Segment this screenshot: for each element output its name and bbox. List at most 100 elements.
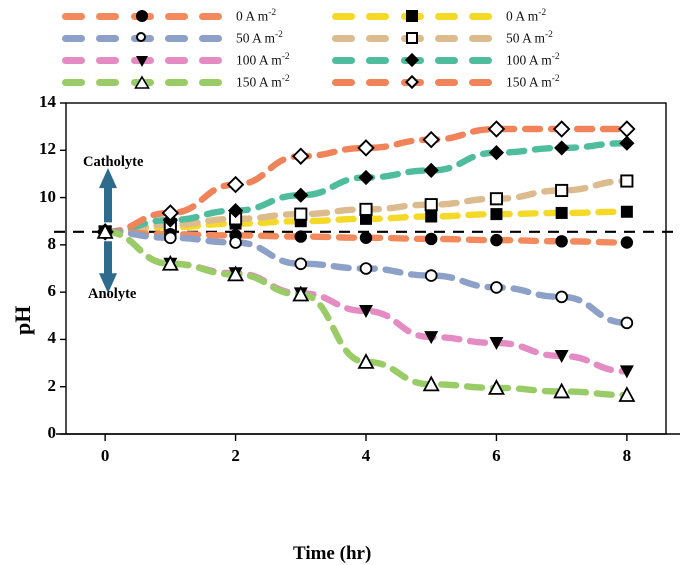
data-point-marker [487,120,506,138]
legend-marker-diamond-filled-icon [404,52,420,68]
data-point-marker [618,120,636,138]
anolyte-arrow-head-icon [99,273,117,294]
legend-item: 0 A m-2 [62,6,290,26]
data-point-marker [552,120,571,138]
data-point-marker [294,257,308,271]
legend-item: 150 A m-2 [62,72,290,92]
data-point-marker [490,281,503,294]
y-tick-label: 6 [47,281,57,301]
data-point-marker [423,162,439,178]
data-point-marker [555,290,568,304]
data-point-marker [359,202,373,216]
data-point-marker [292,285,310,302]
data-point-marker [294,207,308,221]
legend-swatch [62,8,222,24]
series-line [101,228,631,399]
data-point-marker [359,262,373,275]
data-point-marker [229,236,242,249]
legend-item: 100 A m-2 [62,50,290,70]
data-point-marker [424,331,439,345]
data-point-marker [164,231,177,245]
data-point-marker [227,265,245,282]
data-point-marker [620,174,634,188]
data-point-marker [294,230,307,243]
y-tick-label: 12 [39,139,56,159]
data-point-marker [425,210,438,223]
legend-column-anolyte: 0 A m-2 50 A m-2 100 A m-2 150 A m-2 [62,6,290,94]
data-point-marker [619,365,634,379]
data-point-marker [358,169,374,186]
legend-marker-square-filled-icon [404,8,420,24]
data-point-marker [618,386,636,402]
x-tick-label: 8 [622,446,632,465]
legend-swatch [332,52,492,68]
series-line [101,228,631,375]
legend-label: 0 A m-2 [236,7,277,24]
data-point-marker [553,382,571,399]
legend-label: 50 A m-2 [236,29,283,46]
x-tick-label: 0 [100,446,110,465]
data-point-marker [555,206,568,219]
x-tick-label: 6 [492,446,501,465]
x-tick-label: 2 [231,446,240,465]
data-point-marker [357,352,375,369]
legend-swatch [332,74,492,90]
data-point-marker [489,192,503,206]
data-point-marker [293,187,309,203]
data-point-marker [292,147,310,165]
legend-label: 0 A m-2 [506,7,547,24]
y-tick-label: 14 [39,92,56,111]
data-point-marker [424,198,438,212]
data-point-marker [620,236,634,249]
data-point-marker [425,232,438,246]
legend-swatch [62,52,222,68]
legend-label: 150 A m-2 [506,73,560,90]
catholyte-arrow-head-icon [99,168,117,189]
legend-swatch [332,30,492,46]
data-point-marker [487,378,505,395]
data-point-marker [619,135,635,151]
legend-item: 100 A m-2 [332,50,560,70]
data-point-marker [161,204,180,222]
x-tick-label: 4 [361,446,371,465]
data-point-marker [488,145,505,161]
legend-item: 50 A m-2 [62,28,290,48]
data-point-marker [554,349,569,363]
data-point-marker [554,140,570,156]
legend-swatch [62,74,222,90]
data-point-marker [96,222,114,239]
legend-swatch [332,8,492,24]
data-point-marker [422,375,440,392]
x-axis-label: Time (hr) [293,543,372,564]
legend-marker-circle-open-icon [134,30,150,46]
legend-label: 150 A m-2 [236,73,290,90]
y-tick-label: 0 [47,423,57,442]
legend-column-catholyte: 0 A m-2 50 A m-2 100 A m-2 150 A m-2 [332,6,560,94]
data-point-marker [555,235,568,248]
chart-legend: 0 A m-2 50 A m-2 100 A m-2 150 A m-2 0 A m-… [0,0,695,92]
data-point-marker [555,183,569,198]
data-point-marker [422,130,440,149]
data-point-marker [490,233,503,247]
legend-marker-diamond-open-icon [404,74,420,90]
legend-item: 0 A m-2 [332,6,560,26]
y-tick-label: 2 [47,375,57,395]
data-point-marker [620,205,633,218]
y-tick-label: 4 [47,328,57,348]
data-point-marker [620,316,634,330]
y-tick-label: 10 [39,186,56,206]
data-point-marker [161,254,179,271]
legend-label: 100 A m-2 [236,51,290,68]
data-point-marker [359,305,373,319]
y-tick-label: 8 [47,233,57,253]
legend-label: 100 A m-2 [506,51,560,68]
data-point-marker [359,231,373,244]
data-point-marker [489,336,504,350]
legend-marker-square-open-icon [404,30,420,46]
anolyte-annotation: Anolyte [88,286,137,302]
legend-swatch [62,30,222,46]
legend-item: 150 A m-2 [332,72,560,92]
data-point-marker [424,269,438,282]
